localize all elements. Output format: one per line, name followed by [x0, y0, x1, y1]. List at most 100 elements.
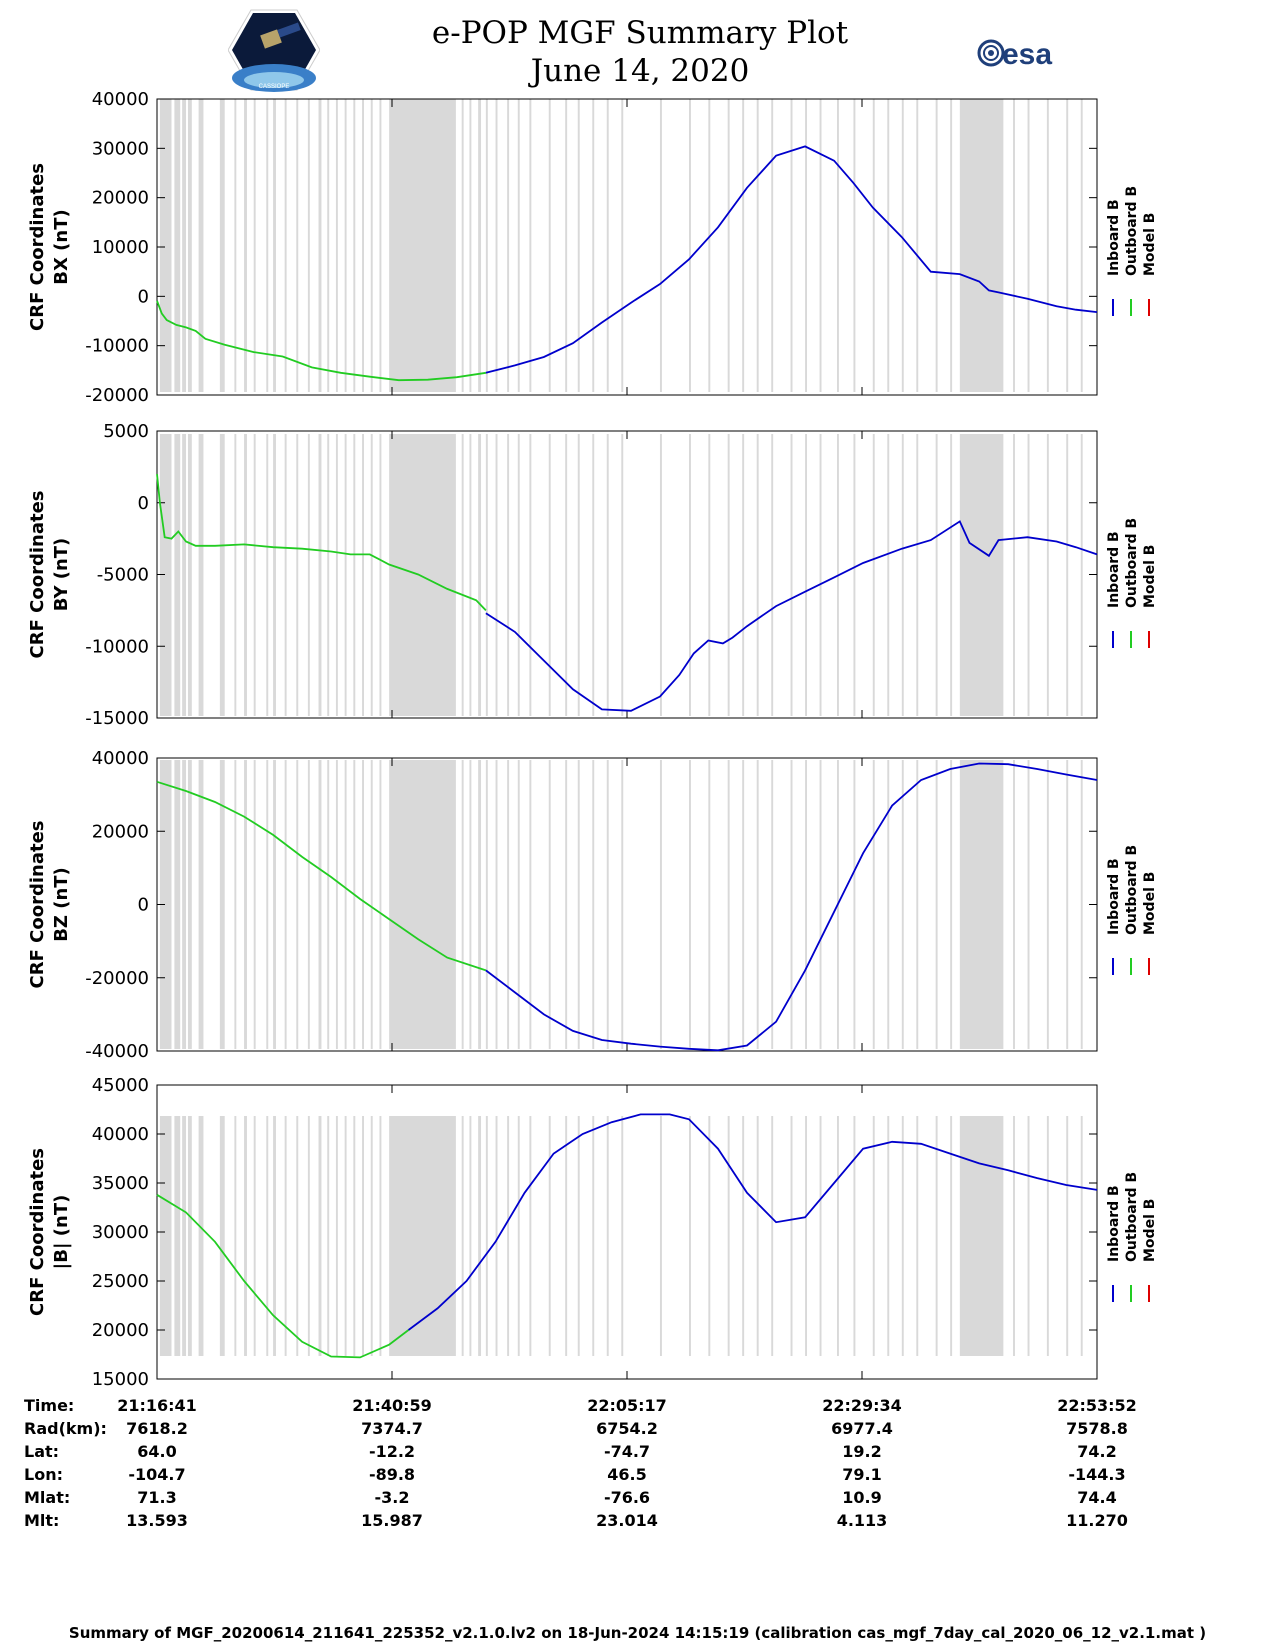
- data-gap-shade: [198, 434, 204, 716]
- data-gap-shade: [621, 1116, 624, 1356]
- data-gap-shade: [344, 99, 347, 392]
- data-gap-shade: [389, 99, 456, 392]
- data-gap-shade: [1046, 99, 1049, 392]
- data-gap-shade: [362, 434, 364, 716]
- data-gap-shade: [872, 1116, 875, 1356]
- data-gap-shade: [273, 434, 276, 716]
- data-gap-shade: [335, 99, 338, 392]
- data-gap-shade: [621, 434, 624, 716]
- data-gap-shade: [756, 1116, 759, 1356]
- data-gap-shade: [790, 434, 793, 716]
- data-gap-shade: [689, 99, 691, 392]
- bz-ylabel-line1: CRF Coordinates: [27, 821, 48, 989]
- data-gap-shade: [362, 760, 364, 1049]
- table-cell: 22:29:34: [822, 1396, 902, 1415]
- data-gap-shade: [244, 99, 247, 392]
- y-tick-label: -10000: [85, 636, 149, 657]
- legend-label: Model B: [1142, 872, 1158, 935]
- data-gap-shade: [565, 99, 568, 392]
- data-gap-shade: [901, 99, 904, 392]
- data-gap-shade: [606, 434, 609, 716]
- data-gap-shade: [469, 760, 472, 1049]
- data-gap-shade: [379, 434, 382, 716]
- data-gap-shade: [708, 760, 711, 1049]
- data-gap-shade: [659, 99, 662, 392]
- bz-series-inboard: [485, 762, 1098, 1052]
- data-gap-shade: [198, 760, 204, 1049]
- data-gap-shade: [485, 760, 488, 1049]
- table-cell: 7578.8: [1066, 1419, 1128, 1438]
- data-gap-shade: [219, 1116, 225, 1356]
- data-gap-shade: [253, 1116, 256, 1356]
- table-cell: 74.4: [1077, 1488, 1117, 1507]
- table-cell: 6977.4: [831, 1419, 893, 1438]
- y-tick-label: 30000: [92, 1222, 149, 1243]
- legend-label: Outboard B: [1124, 845, 1140, 935]
- data-gap-shade: [606, 760, 609, 1049]
- data-gap-shade: [887, 434, 890, 716]
- data-gap-shade: [318, 1116, 322, 1356]
- data-gap-shade: [244, 760, 247, 1049]
- data-gap-shade: [353, 760, 356, 1049]
- data-gap-shade: [916, 1116, 919, 1356]
- table-label-lon: Lon:: [24, 1465, 63, 1484]
- data-gap-shade: [577, 434, 580, 716]
- data-gap-shade: [517, 1116, 520, 1356]
- by-series-inboard: [485, 520, 1098, 712]
- data-gap-shade: [887, 1116, 890, 1356]
- data-gap-shade: [1066, 434, 1069, 716]
- data-gap-shade: [1013, 99, 1015, 392]
- data-gap-shade: [362, 1116, 364, 1356]
- data-gap-shade: [1013, 434, 1015, 716]
- data-gap-shade: [266, 1116, 269, 1356]
- data-gap-shade: [1013, 1116, 1015, 1356]
- table-label-mlt: Mlt:: [24, 1511, 60, 1530]
- table-cell: 79.1: [842, 1465, 882, 1484]
- y-tick-label: 40000: [92, 748, 149, 769]
- data-gap-shade: [872, 760, 875, 1049]
- data-gap-shade: [296, 760, 299, 1049]
- data-gap-shade: [916, 760, 919, 1049]
- table-cell: 15.987: [361, 1511, 423, 1530]
- data-gap-shade: [379, 99, 382, 392]
- data-gap-shade: [548, 99, 551, 392]
- data-gap-shade: [273, 760, 276, 1049]
- data-gap-shade: [478, 434, 482, 716]
- table-cell: 23.014: [596, 1511, 658, 1530]
- data-gap-shade: [485, 1116, 488, 1356]
- data-gap-shade: [805, 434, 808, 716]
- data-gap-shade: [335, 434, 338, 716]
- data-gap-shade: [959, 1116, 1004, 1356]
- data-gap-shade: [950, 434, 953, 716]
- data-gap-shade: [198, 1116, 204, 1356]
- data-gap-shade: [742, 99, 745, 392]
- data-gap-shade: [529, 760, 532, 1049]
- y-tick-label: 30000: [92, 138, 149, 159]
- by-ylabel-line1: CRF Coordinates: [27, 491, 48, 659]
- legend-label: Inboard B: [1106, 199, 1122, 276]
- bx-ylabel-line2: BX (nT): [51, 209, 72, 284]
- table-cell: 19.2: [842, 1442, 882, 1461]
- data-gap-shade: [819, 1116, 822, 1356]
- data-gap-shade: [1080, 434, 1083, 716]
- data-gap-shade: [327, 760, 330, 1049]
- table-cell: 74.2: [1077, 1442, 1117, 1461]
- y-tick-label: 10000: [92, 237, 149, 258]
- data-gap-shade: [469, 434, 472, 716]
- y-tick-label: -20000: [85, 968, 149, 989]
- data-gap-shade: [592, 434, 595, 716]
- y-tick-label: 25000: [92, 1271, 149, 1292]
- table-cell: 13.593: [126, 1511, 188, 1530]
- data-gap-shade: [335, 760, 338, 1049]
- data-gap-shade: [1080, 1116, 1083, 1356]
- data-gap-shade: [307, 1116, 310, 1356]
- data-gap-shade: [916, 434, 919, 716]
- data-gap-shade: [577, 1116, 580, 1356]
- data-gap-shade: [916, 99, 919, 392]
- bx-series-inboard: [485, 145, 1098, 374]
- data-gap-shade: [370, 99, 373, 392]
- table-cell: 11.270: [1066, 1511, 1128, 1530]
- data-gap-shade: [478, 99, 482, 392]
- table-cell: -144.3: [1068, 1465, 1126, 1484]
- legend-label: Inboard B: [1106, 858, 1122, 935]
